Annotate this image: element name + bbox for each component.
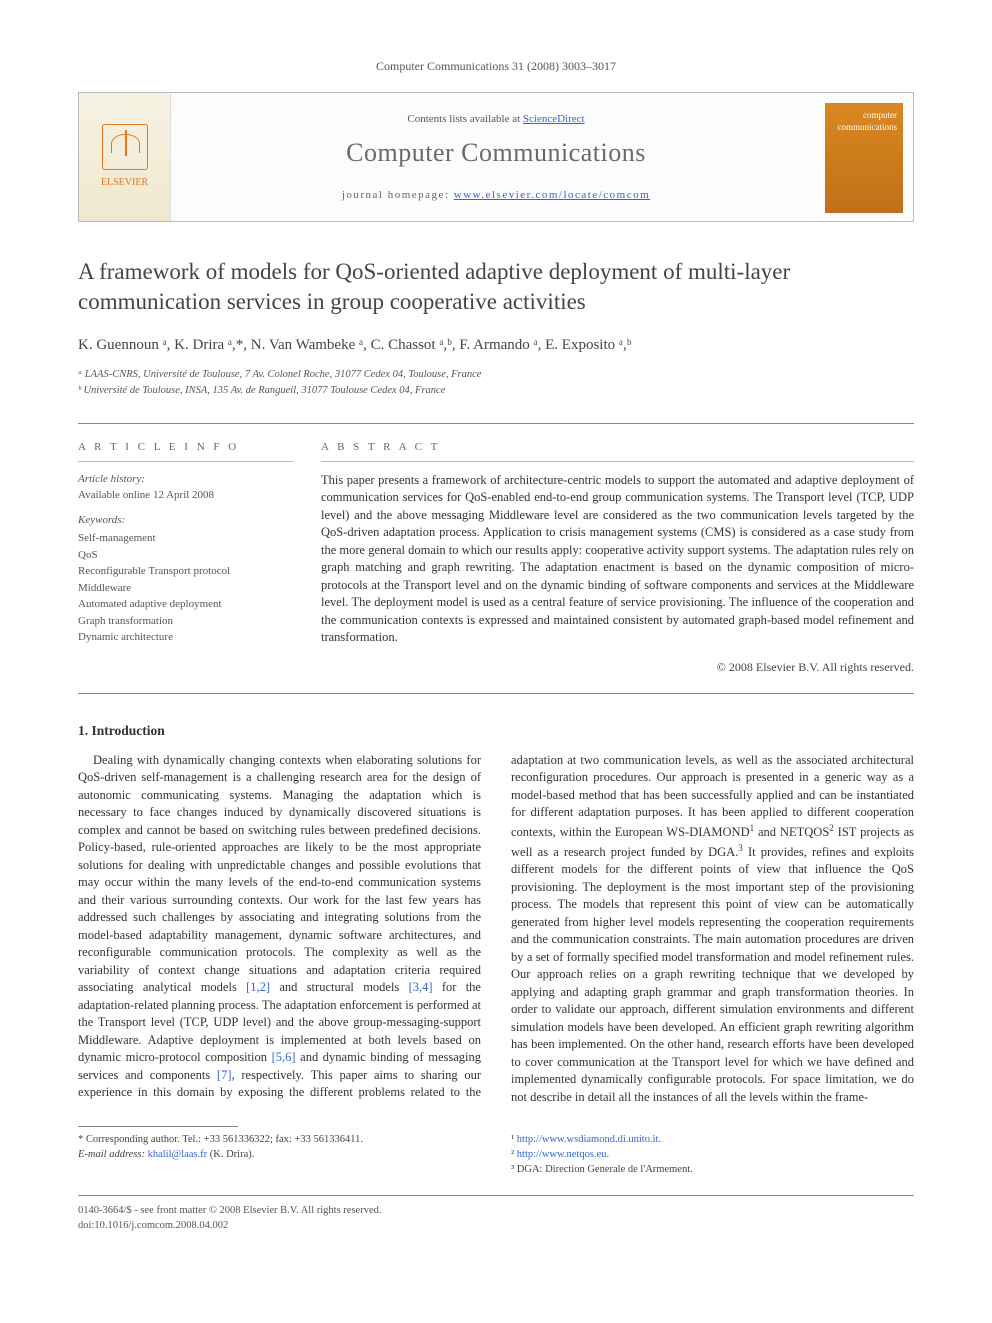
elsevier-logo: ELSEVIER	[79, 93, 171, 221]
keywords-heading: Keywords:	[78, 513, 293, 528]
elsevier-tree-icon	[102, 124, 148, 170]
introduction-paragraph: Dealing with dynamically changing contex…	[78, 752, 914, 1106]
keyword: Self-management	[78, 530, 293, 547]
bottom-copyright: 0140-3664/$ - see front matter © 2008 El…	[78, 1204, 914, 1219]
footnote-2: ² http://www.netqos.eu.	[511, 1148, 914, 1163]
sciencedirect-link[interactable]: ScienceDirect	[523, 113, 585, 125]
ref-3-4-link[interactable]: [3,4]	[409, 980, 433, 994]
affiliation-b: ᵇ Université de Toulouse, INSA, 135 Av. …	[78, 383, 914, 399]
keyword: Reconfigurable Transport protocol	[78, 563, 293, 580]
history-line: Available online 12 April 2008	[78, 488, 293, 503]
corresponding-author: * Corresponding author. Tel.: +33 561336…	[78, 1133, 481, 1148]
publisher-label: ELSEVIER	[101, 176, 148, 190]
keyword: QoS	[78, 547, 293, 564]
footnote-2-link[interactable]: http://www.netqos.eu.	[517, 1149, 609, 1160]
info-abstract-block: A R T I C L E I N F O Article history: A…	[78, 423, 914, 694]
contents-prefix: Contents lists available at	[407, 113, 522, 125]
footnotes-right: ¹ http://www.wsdiamond.di.unito.it. ² ht…	[511, 1133, 914, 1177]
footnote-1: ¹ http://www.wsdiamond.di.unito.it.	[511, 1133, 914, 1148]
footnote-3-text: DGA: Direction Generale de l'Armement.	[517, 1164, 693, 1175]
bottom-rule	[78, 1195, 914, 1196]
ref-7-link[interactable]: [7]	[217, 1068, 232, 1082]
abstract-text: This paper presents a framework of archi…	[321, 472, 914, 647]
article-info-heading: A R T I C L E I N F O	[78, 440, 293, 462]
email-label: E-mail address:	[78, 1149, 148, 1160]
footnotes: * Corresponding author. Tel.: +33 561336…	[78, 1133, 914, 1177]
journal-name: Computer Communications	[346, 135, 646, 170]
footnotes-left: * Corresponding author. Tel.: +33 561336…	[78, 1133, 481, 1162]
email-suffix: (K. Drira).	[207, 1149, 254, 1160]
affiliations: ᵃ LAAS-CNRS, Université de Toulouse, 7 A…	[78, 367, 914, 399]
email-link[interactable]: khalil@laas.fr	[148, 1149, 208, 1160]
abstract-copyright: © 2008 Elsevier B.V. All rights reserved…	[321, 659, 914, 675]
keyword: Graph transformation	[78, 613, 293, 630]
history-heading: Article history:	[78, 472, 293, 487]
journal-banner: ELSEVIER Contents lists available at Sci…	[78, 92, 914, 222]
abstract-heading: A B S T R A C T	[321, 440, 914, 462]
author-list: K. Guennoun ᵃ, K. Drira ᵃ,*, N. Van Wamb…	[78, 335, 914, 355]
section-1-heading: 1. Introduction	[78, 722, 914, 740]
abstract-column: A B S T R A C T This paper presents a fr…	[321, 440, 914, 675]
ref-5-6-link[interactable]: [5,6]	[272, 1050, 296, 1064]
affiliation-a: ᵃ LAAS-CNRS, Université de Toulouse, 7 A…	[78, 367, 914, 383]
article-info-column: A R T I C L E I N F O Article history: A…	[78, 440, 293, 675]
keywords-list: Self-management QoS Reconfigurable Trans…	[78, 530, 293, 646]
body-text: Dealing with dynamically changing contex…	[78, 752, 914, 1106]
masthead-citation: Computer Communications 31 (2008) 3003–3…	[78, 58, 914, 74]
keyword: Middleware	[78, 580, 293, 597]
footnote-3: ³ DGA: Direction Generale de l'Armement.	[511, 1163, 914, 1178]
ref-1-2-link[interactable]: [1,2]	[246, 980, 270, 994]
journal-cover-thumbnail: computer communications	[825, 103, 903, 213]
email-line: E-mail address: khalil@laas.fr (K. Drira…	[78, 1148, 481, 1163]
homepage-link[interactable]: www.elsevier.com/locate/comcom	[454, 189, 650, 201]
contents-line: Contents lists available at ScienceDirec…	[407, 112, 584, 127]
article-title: A framework of models for QoS-oriented a…	[78, 257, 914, 317]
homepage-prefix: journal homepage:	[342, 189, 454, 201]
keyword: Dynamic architecture	[78, 629, 293, 646]
keyword: Automated adaptive deployment	[78, 596, 293, 613]
doi-line: doi:10.1016/j.comcom.2008.04.002	[78, 1219, 914, 1234]
footnotes-rule	[78, 1126, 238, 1127]
banner-center: Contents lists available at ScienceDirec…	[179, 93, 813, 221]
footnote-1-link[interactable]: http://www.wsdiamond.di.unito.it.	[517, 1134, 661, 1145]
homepage-line: journal homepage: www.elsevier.com/locat…	[342, 188, 650, 203]
